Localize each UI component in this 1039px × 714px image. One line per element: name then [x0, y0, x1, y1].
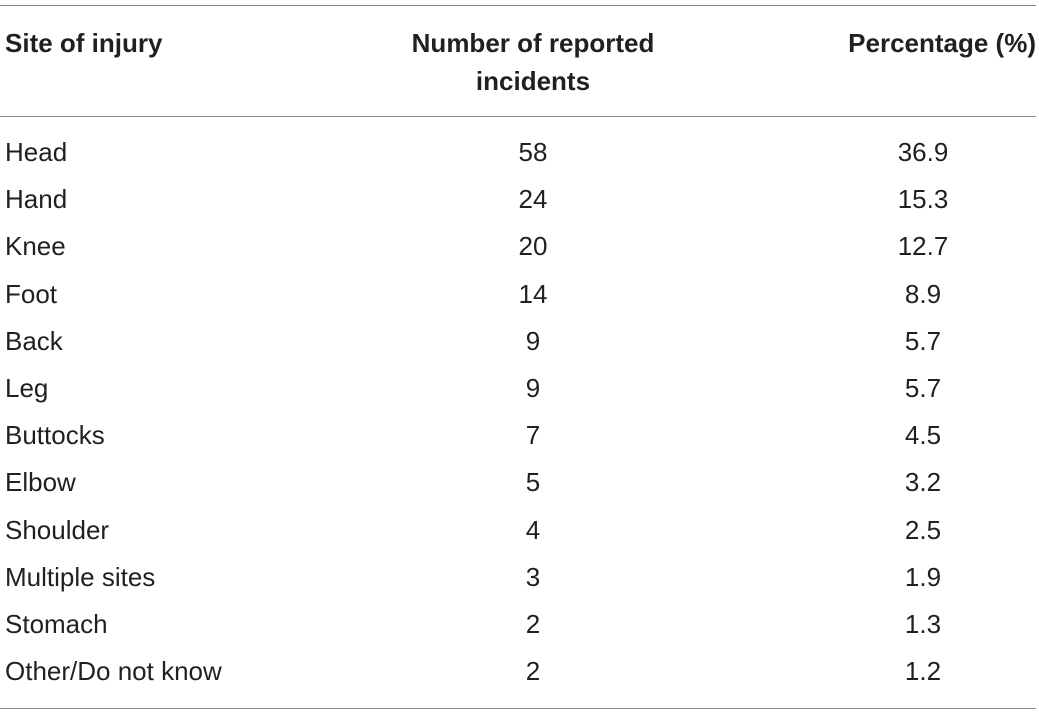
cell-site: Elbow	[5, 459, 76, 506]
table-bottom-rule	[0, 708, 1036, 709]
header-separator-rule	[0, 116, 1036, 117]
cell-count: 4	[433, 507, 633, 554]
table-row: Head 58 36.9	[0, 129, 1036, 176]
cell-site: Back	[5, 318, 63, 365]
cell-percentage: 5.7	[823, 365, 1023, 412]
cell-count: 24	[433, 176, 633, 223]
cell-site: Knee	[5, 223, 66, 270]
cell-count: 20	[433, 223, 633, 270]
cell-percentage: 8.9	[823, 271, 1023, 318]
cell-site: Stomach	[5, 601, 108, 648]
table-row: Knee 20 12.7	[0, 223, 1036, 270]
cell-percentage: 15.3	[823, 176, 1023, 223]
table-row: Back 9 5.7	[0, 318, 1036, 365]
cell-percentage: 3.2	[823, 459, 1023, 506]
cell-percentage: 12.7	[823, 223, 1023, 270]
cell-site: Foot	[5, 271, 57, 318]
cell-percentage: 4.5	[823, 412, 1023, 459]
table-row: Hand 24 15.3	[0, 176, 1036, 223]
table-top-rule	[0, 5, 1036, 6]
cell-count: 2	[433, 648, 633, 695]
cell-count: 2	[433, 601, 633, 648]
header-number-of-incidents: Number of reported incidents	[383, 24, 683, 100]
cell-percentage: 1.3	[823, 601, 1023, 648]
table-header: Site of injury Number of reported incide…	[0, 24, 1036, 100]
table-row: Foot 14 8.9	[0, 271, 1036, 318]
header-count-line-2: incidents	[383, 62, 683, 100]
table-row: Multiple sites 3 1.9	[0, 554, 1036, 601]
header-percentage: Percentage (%)	[800, 24, 1036, 62]
table-row: Elbow 5 3.2	[0, 459, 1036, 506]
cell-site: Other/Do not know	[5, 648, 222, 695]
table-row: Leg 9 5.7	[0, 365, 1036, 412]
header-site-of-injury: Site of injury	[5, 24, 162, 62]
table-row: Buttocks 7 4.5	[0, 412, 1036, 459]
cell-count: 14	[433, 271, 633, 318]
cell-site: Hand	[5, 176, 67, 223]
cell-site: Head	[5, 129, 67, 176]
cell-percentage: 1.2	[823, 648, 1023, 695]
cell-count: 9	[433, 365, 633, 412]
table-row: Shoulder 4 2.5	[0, 507, 1036, 554]
table-row: Other/Do not know 2 1.2	[0, 648, 1036, 695]
cell-count: 3	[433, 554, 633, 601]
table-row: Stomach 2 1.3	[0, 601, 1036, 648]
cell-percentage: 1.9	[823, 554, 1023, 601]
cell-count: 9	[433, 318, 633, 365]
cell-percentage: 2.5	[823, 507, 1023, 554]
cell-site: Multiple sites	[5, 554, 155, 601]
cell-percentage: 36.9	[823, 129, 1023, 176]
cell-site: Buttocks	[5, 412, 105, 459]
cell-site: Leg	[5, 365, 48, 412]
cell-percentage: 5.7	[823, 318, 1023, 365]
header-count-line-1: Number of reported	[383, 24, 683, 62]
cell-count: 5	[433, 459, 633, 506]
cell-count: 7	[433, 412, 633, 459]
table-body: Head 58 36.9 Hand 24 15.3 Knee 20 12.7 F…	[0, 129, 1036, 695]
cell-site: Shoulder	[5, 507, 109, 554]
cell-count: 58	[433, 129, 633, 176]
